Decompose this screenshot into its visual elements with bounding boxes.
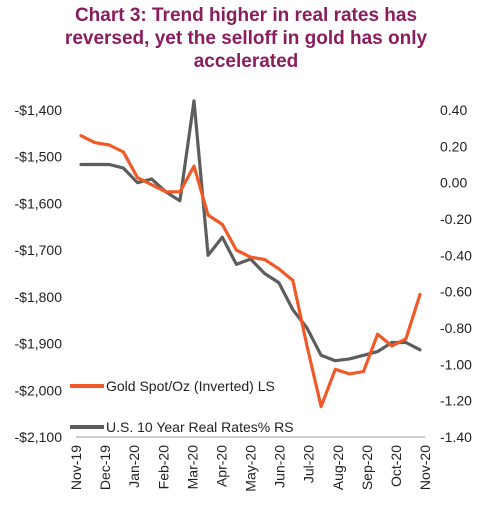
chart-title-line-2: reversed, yet the selloff in gold has on… [64,28,428,49]
right-axis-tick-label: -1.00 [440,356,472,372]
x-axis-tick-label: Dec-19 [97,445,113,490]
chart-title-line-3: accelerated [193,51,299,72]
x-axis-tick-label: Nov-19 [68,445,84,490]
right-axis-tick-label: -0.80 [440,320,472,336]
series-line-gold [79,134,422,409]
left-axis-tick-label: -$2,100 [15,429,63,445]
x-axis-tick-label: Feb-20 [155,445,171,490]
right-axis-ticks: 0.40 0.20 0.00 -0.20 -0.40 -0.60 -0.80 -1.00 -1.… [440,102,472,445]
x-axis-ticks: Nov-19 Dec-19 Jan-20 Feb-20 Mar-20 Apr-20 May-… [68,445,433,492]
x-axis-tick-label: Oct-20 [388,445,404,487]
chart-title-line-1: Chart 3: Trend higher in real rates has [74,5,418,26]
series-line-real-rates [79,99,422,363]
left-axis-tick-label: -$1,800 [15,289,63,305]
left-axis-tick-label: -$1,700 [15,242,63,258]
left-axis-tick-label: -$1,600 [15,195,63,211]
series-layer [79,99,422,409]
right-axis-tick-label: -0.60 [440,284,472,300]
right-axis-tick-label: -1.20 [440,393,472,409]
x-axis-tick-label: Sep-20 [359,445,375,490]
legend-label-gold: Gold Spot/Oz (Inverted) LS [106,378,275,394]
chart-title: Chart 3: Trend higher in real rates has … [0,4,492,73]
left-axis-tick-label: -$1,400 [15,102,63,118]
right-axis-tick-label: -0.20 [440,211,472,227]
right-axis-tick-label: -0.40 [440,247,472,263]
left-axis-tick-label: -$2,000 [15,382,63,398]
x-axis-tick-label: May-20 [243,445,259,492]
right-axis-tick-label: -1.40 [440,429,472,445]
x-axis-tick-label: Jan-20 [126,445,142,488]
x-axis-tick-label: Aug-20 [330,445,346,490]
right-axis-tick-label: 0.40 [440,102,467,118]
legend: Gold Spot/Oz (Inverted) LS U.S. 10 Year … [70,378,294,435]
x-axis-tick-label: Nov-20 [417,445,433,490]
x-axis-tick-label: Mar-20 [184,445,200,490]
left-axis-tick-label: -$1,500 [15,149,63,165]
x-axis-tick-label: Apr-20 [213,445,229,487]
left-axis-ticks: -$1,400 -$1,500 -$1,600 -$1,700 -$1,800 -$1,9… [15,102,63,445]
left-axis-tick-label: -$1,900 [15,336,63,352]
x-axis-tick-label: Jun-20 [272,445,288,488]
right-axis-tick-label: 0.00 [440,175,467,191]
x-axis-tick-label: Jul-20 [301,445,317,483]
right-axis-tick-label: 0.20 [440,138,467,154]
legend-label-real-rates: U.S. 10 Year Real Rates% RS [106,419,294,435]
